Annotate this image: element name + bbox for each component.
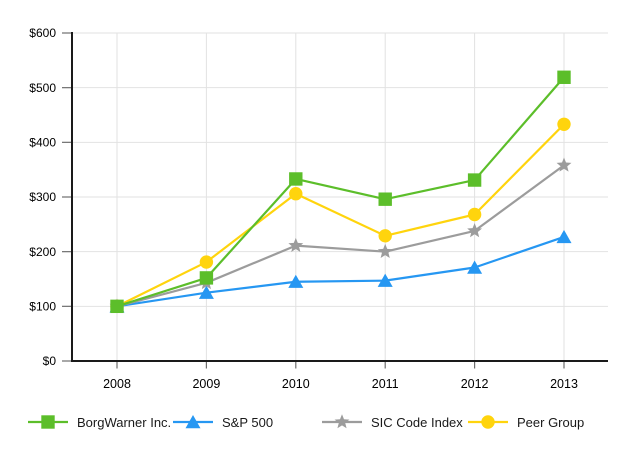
legend-label-sic-code-index: SIC Code Index — [371, 414, 463, 430]
marker-star — [556, 157, 572, 172]
series-line — [116, 76, 565, 308]
y-axis-tick-label: $400 — [29, 136, 56, 150]
marker-circle — [378, 229, 392, 243]
marker-triangle — [185, 415, 201, 429]
chart-legend: BorgWarner Inc. S&P 500 SIC Code Index P… — [0, 412, 641, 436]
series-line — [116, 235, 565, 308]
y-axis-tick-label: $600 — [29, 26, 56, 40]
y-axis-tick-label: $200 — [29, 245, 56, 259]
marker-square — [289, 172, 303, 186]
marker-triangle — [556, 229, 572, 244]
y-axis-tick-label: $300 — [29, 190, 56, 204]
legend-item-peer-group: Peer Group — [468, 412, 584, 432]
marker-star — [288, 237, 304, 252]
marker-square — [378, 192, 392, 206]
series-line — [116, 164, 565, 308]
marker-circle — [199, 255, 214, 269]
series-peer-group — [110, 117, 571, 314]
x-axis-year-label: 2011 — [372, 377, 399, 391]
legend-marker-sp-500 — [173, 415, 213, 429]
marker-circle — [289, 187, 303, 201]
x-axis-year-label: 2008 — [103, 377, 131, 391]
x-axis-year-label: 2012 — [461, 377, 489, 391]
marker-square — [41, 415, 55, 429]
y-axis-tick-label: $0 — [43, 354, 57, 368]
marker-square — [110, 299, 124, 314]
x-axis-year-label: 2013 — [550, 377, 578, 391]
marker-circle — [481, 415, 495, 429]
legend-marker-borgwarner-inc — [28, 415, 68, 429]
marker-square — [199, 271, 214, 285]
legend-item-borgwarner-inc: BorgWarner Inc. — [28, 412, 171, 432]
y-axis-tick-label: $500 — [29, 81, 56, 95]
marker-star — [377, 243, 393, 258]
marker-star — [467, 223, 483, 238]
y-axis-tick-label: $100 — [29, 300, 56, 314]
marker-triangle — [288, 274, 304, 288]
x-axis-year-label: 2010 — [282, 377, 310, 391]
marker-circle — [557, 117, 571, 131]
legend-marker-sic-code-index — [322, 414, 362, 429]
series-line — [116, 123, 565, 308]
legend-item-sp-500: S&P 500 — [173, 412, 273, 432]
series-borgwarner-inc — [110, 70, 571, 314]
series-sic-code-index — [109, 157, 572, 313]
marker-triangle — [467, 260, 483, 274]
legend-marker-peer-group — [468, 415, 508, 429]
legend-label-sp-500: S&P 500 — [222, 414, 274, 430]
marker-square — [557, 70, 571, 84]
marker-triangle — [377, 273, 393, 287]
marker-star — [334, 414, 350, 429]
series-s-p-500 — [109, 229, 572, 313]
marker-circle — [467, 207, 482, 222]
marker-square — [467, 173, 482, 187]
legend-label-peer-group: Peer Group — [517, 414, 585, 430]
marker-triangle — [198, 285, 214, 299]
x-axis-year-label: 2009 — [192, 377, 220, 391]
legend-item-sic-code-index: SIC Code Index — [322, 412, 463, 432]
legend-label-borgwarner-inc: BorgWarner Inc. — [77, 414, 172, 430]
